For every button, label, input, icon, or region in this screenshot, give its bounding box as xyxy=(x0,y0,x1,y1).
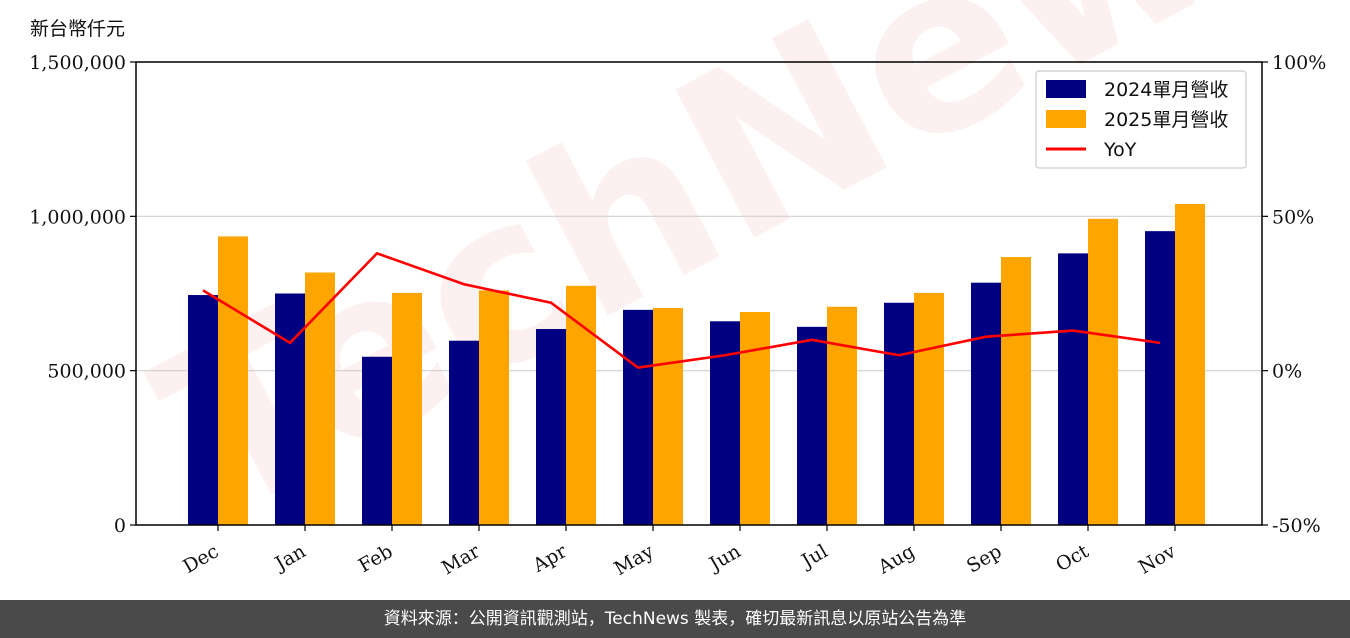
x-tick-label: Nov xyxy=(1135,540,1180,579)
x-tick-label: Aug xyxy=(874,540,919,579)
yoy-line xyxy=(202,251,1161,369)
bar-2024單月營收 xyxy=(1145,231,1175,525)
y-left-tick-label: 500,000 xyxy=(47,361,126,383)
y-left-tick-label: 1,000,000 xyxy=(29,206,126,228)
bar-2024單月營收 xyxy=(275,293,305,525)
y-right-tick-label: -50% xyxy=(1272,515,1321,537)
bar-2025單月營收 xyxy=(218,236,248,525)
bar-2025單月營收 xyxy=(1088,218,1118,525)
y-left-tick-label: 0 xyxy=(114,515,126,537)
legend-swatch-2025單月營收 xyxy=(1046,110,1086,128)
bar-2024單月營收 xyxy=(1058,253,1088,525)
y-axis-unit-label: 新台幣仟元 xyxy=(30,18,126,40)
bar-2025單月營收 xyxy=(392,292,422,525)
x-tick-label: Apr xyxy=(528,540,571,577)
y-left-tick-label: 1,500,000 xyxy=(29,52,126,74)
bar-2025單月營收 xyxy=(566,285,596,525)
x-tick-label: Sep xyxy=(963,540,1006,577)
plot-frame xyxy=(135,61,1263,526)
bar-2024單月營收 xyxy=(884,302,914,525)
bar-2025單月營收 xyxy=(740,312,770,525)
y-right-tick-label: 100% xyxy=(1272,52,1326,74)
x-tick-label: Oct xyxy=(1052,540,1093,576)
legend-label: YoY xyxy=(1103,139,1137,161)
bar-2024單月營收 xyxy=(188,295,218,525)
bar-2025單月營收 xyxy=(827,306,857,525)
bar-2024單月營收 xyxy=(710,321,740,525)
legend-box xyxy=(1035,70,1247,169)
legend-label: 2024單月營收 xyxy=(1104,79,1228,101)
chart: 0 500,000 1,000,000 1,500,000 -50% 0% 50% 100% D… xyxy=(29,52,1326,580)
y-right-tick-label: 0% xyxy=(1272,361,1302,383)
bar-2024單月營收 xyxy=(623,309,653,525)
legend-label: 2025單月營收 xyxy=(1104,109,1228,131)
source-footer: 資料來源：公開資訊觀測站，TechNews 製表，確切最新訊息以原站公告為準 xyxy=(0,600,1350,638)
bar-2025單月營收 xyxy=(653,308,683,525)
x-tick-label: Mar xyxy=(438,540,484,579)
bar-2025單月營收 xyxy=(479,290,509,525)
x-tick-label: May xyxy=(611,540,658,580)
bar-2024單月營收 xyxy=(971,282,1001,525)
x-tick-label: Jan xyxy=(270,540,310,576)
bar-2024單月營收 xyxy=(449,340,479,525)
legend-swatch-2024單月營收 xyxy=(1046,80,1086,98)
bar-2025單月營收 xyxy=(305,272,335,525)
bar-2025單月營收 xyxy=(1001,257,1031,525)
y-right-tick-label: 50% xyxy=(1272,206,1314,228)
x-tick-label: Dec xyxy=(179,540,222,578)
x-tick-label: Feb xyxy=(355,540,397,577)
bar-2024單月營收 xyxy=(797,326,827,525)
bar-2024單月營收 xyxy=(362,356,392,525)
bar-2025單月營收 xyxy=(1175,203,1205,525)
x-tick-label: Jul xyxy=(796,540,831,573)
bar-2024單月營收 xyxy=(536,328,566,525)
x-tick-label: Jun xyxy=(704,540,745,576)
bar-2025單月營收 xyxy=(914,292,944,525)
